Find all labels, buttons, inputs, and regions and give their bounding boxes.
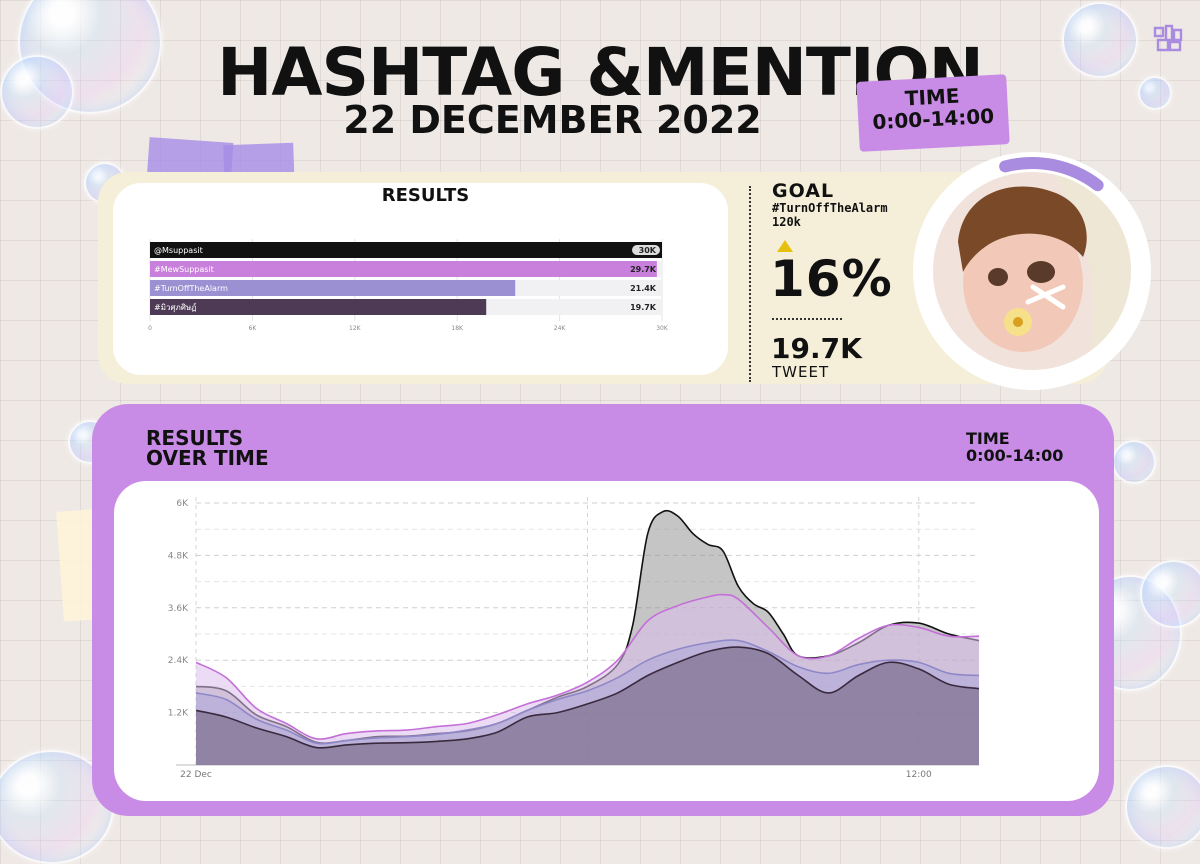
area-series-line bbox=[195, 646, 980, 749]
results-title: RESULTS bbox=[381, 185, 470, 206]
area-xtick-label: 12:00 bbox=[906, 770, 932, 780]
area-series-fill bbox=[196, 647, 979, 765]
goal-progress-arc bbox=[999, 157, 1104, 192]
up-arrow-icon bbox=[777, 240, 793, 252]
goal-progress-arc-fill bbox=[999, 157, 1104, 192]
results-over-time-chart: 1.2K 2.4K 3.6K 4.8K 6K 22 Dec 12:00 bbox=[168, 497, 980, 780]
bar-xtick-label: 0 bbox=[148, 325, 152, 332]
area-xtick-label: 22 Dec bbox=[180, 770, 212, 780]
bar bbox=[150, 261, 657, 277]
bar-category-label: #มิวศุภศิษฏ์ bbox=[154, 302, 197, 312]
bar-xtick-label: 12K bbox=[349, 325, 362, 332]
bubble-decoration bbox=[1125, 765, 1200, 849]
bubble-decoration bbox=[1112, 440, 1156, 484]
area-series-line bbox=[195, 593, 980, 740]
goal-label: GOAL bbox=[772, 180, 835, 202]
results-bar-chart: 0 6K 12K 18K 24K 30K @Msuppasit 30K #MewSuppasit… bbox=[148, 239, 669, 332]
tweet-count: 19.7K bbox=[771, 332, 862, 365]
page-date: 22 DECEMBER 2022 bbox=[343, 98, 762, 142]
bar-value-label: 21.4K bbox=[630, 284, 657, 293]
bar bbox=[150, 242, 662, 258]
avatar-illustration bbox=[958, 172, 1131, 370]
brand-logo-icon bbox=[1153, 24, 1183, 52]
bubble-decoration bbox=[1140, 560, 1200, 628]
goal-hashtag: #TurnOffTheAlarm bbox=[772, 201, 888, 215]
bubble-decoration bbox=[1138, 76, 1172, 110]
over-time-title-line1: RESULTS bbox=[146, 426, 244, 450]
results-card bbox=[113, 183, 728, 375]
tweet-label: TWEET bbox=[772, 363, 830, 381]
page-title: HASHTAG &MENTION bbox=[217, 34, 984, 111]
dotted-divider bbox=[749, 186, 751, 382]
over-time-range-label: TIME bbox=[966, 429, 1010, 448]
bubble-decoration bbox=[0, 55, 74, 129]
bar-xtick-label: 6K bbox=[249, 325, 258, 332]
area-ytick-label: 3.6K bbox=[168, 604, 189, 614]
avatar bbox=[933, 172, 1131, 370]
area-series-line bbox=[195, 639, 980, 745]
bar-value-label: 19.7K bbox=[630, 303, 657, 312]
time-badge: TIME 0:00-14:00 bbox=[856, 74, 1010, 152]
bar-value-label: 29.7K bbox=[630, 265, 657, 274]
dotted-rule bbox=[772, 318, 842, 320]
goal-target: 120k bbox=[772, 215, 801, 229]
bar-xtick-label: 30K bbox=[656, 325, 669, 332]
area-ytick-label: 2.4K bbox=[168, 656, 189, 666]
bubble-decoration bbox=[1062, 2, 1138, 78]
goal-percent: 16% bbox=[770, 250, 893, 308]
area-ytick-label: 1.2K bbox=[168, 709, 189, 719]
bar-xtick-label: 24K bbox=[554, 325, 567, 332]
bar-value-label: 30K bbox=[639, 246, 657, 255]
bar-xtick-label: 18K bbox=[451, 325, 464, 332]
area-ytick-label: 4.8K bbox=[168, 551, 189, 561]
bar-category-label: #TurnOffTheAlarm bbox=[154, 284, 228, 293]
bar-category-label: @Msuppasit bbox=[154, 246, 203, 255]
bar bbox=[150, 299, 487, 315]
over-time-title: RESULTS OVER TIME bbox=[146, 428, 269, 468]
bar bbox=[150, 280, 516, 296]
bar-value-pill bbox=[632, 245, 660, 255]
area-ytick-label: 6K bbox=[176, 499, 189, 509]
bar-category-label: #MewSuppasit bbox=[154, 265, 214, 274]
over-time-range-value: 0:00-14:00 bbox=[966, 446, 1064, 465]
over-time-title-line2: OVER TIME bbox=[146, 446, 269, 470]
over-time-range: TIME 0:00-14:00 bbox=[966, 430, 1063, 464]
